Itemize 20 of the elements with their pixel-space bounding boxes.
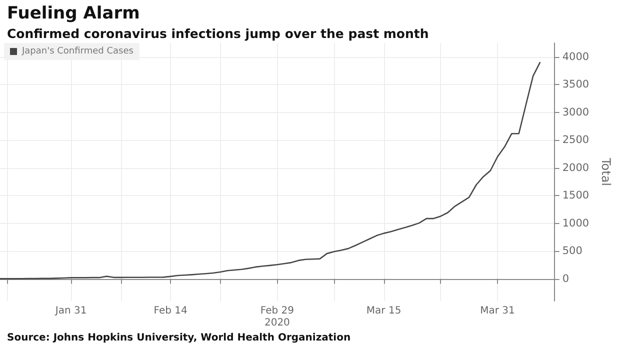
x-tick-label: Feb 29 2020 (260, 306, 294, 328)
x-tick-label: Feb 14 (154, 306, 188, 316)
chart-title: Fueling Alarm (7, 4, 140, 24)
y-tick-label: 4000 (562, 50, 590, 63)
y-tick-label: 2500 (562, 134, 590, 146)
line-series (0, 61, 541, 280)
y-tick-label: 0 (562, 272, 570, 285)
y-tick-label: 500 (562, 245, 582, 258)
x-tick-label: Jan 31 (54, 306, 87, 316)
x-tick-label: Mar 15 (366, 306, 402, 316)
chart-subtitle: Confirmed coronavirus infections jump over the past month (7, 26, 429, 41)
legend-label: Japan's Confirmed Cases (21, 46, 134, 56)
y-tick-label: 1500 (562, 190, 590, 202)
y-tick-label: 3000 (562, 106, 590, 118)
y-tick-label: 2000 (562, 162, 590, 174)
y-tick-label: 3500 (562, 78, 590, 91)
source-note: Source: Johns Hopkins University, World Health Organization (7, 332, 351, 344)
y-axis-title: Total (599, 156, 613, 186)
x-tick-label: Mar 31 (480, 306, 515, 316)
y-tick-label: 1000 (562, 217, 590, 230)
